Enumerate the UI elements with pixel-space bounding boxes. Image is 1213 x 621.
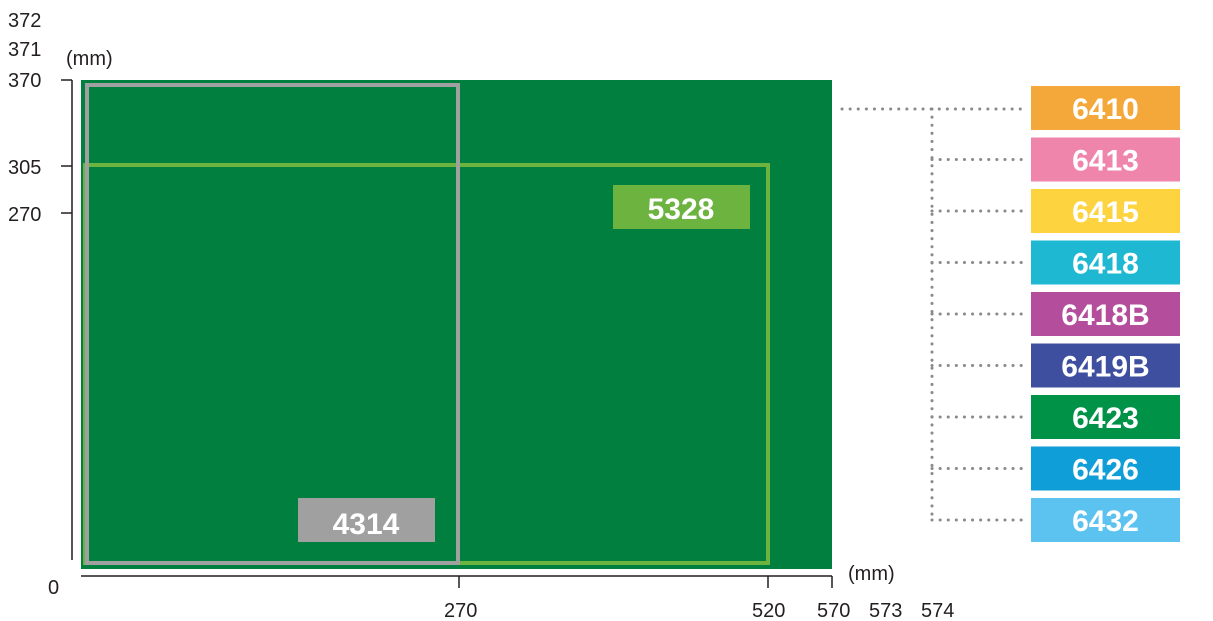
x-label-520: 520 xyxy=(752,600,785,621)
model-label-6413: 6413 xyxy=(1072,145,1139,178)
model-box-6419B xyxy=(1031,343,1180,388)
x-unit-label: (mm) xyxy=(848,563,895,585)
model-box-6415 xyxy=(1031,189,1180,233)
x-label-270: 270 xyxy=(444,600,477,621)
model-label-6415: 6415 xyxy=(1072,196,1139,229)
model-label-6419B: 6419B xyxy=(1061,351,1149,384)
model-label-6432: 6432 xyxy=(1072,505,1139,538)
y-label-270: 270 xyxy=(8,204,41,226)
x-label-573: 573 xyxy=(869,600,902,621)
region-4314-label: 4314 xyxy=(333,508,400,541)
y-label-371: 371 xyxy=(8,39,41,61)
region-5328-label-box xyxy=(613,185,750,229)
model-box-6418B xyxy=(1031,292,1180,336)
x-label-570: 570 xyxy=(817,600,850,621)
model-label-6418B: 6418B xyxy=(1061,299,1149,332)
model-label-6410: 6410 xyxy=(1072,93,1139,126)
region-4314-outline xyxy=(85,83,460,565)
x-label-574: 574 xyxy=(921,600,954,621)
region-4314-label-box xyxy=(298,498,435,542)
model-box-6410 xyxy=(1031,86,1180,130)
model-label-6423: 6423 xyxy=(1072,402,1139,435)
model-list: 6410 6413 6415 6418 6418B 6419B 6423 6426 6432 xyxy=(930,86,1180,542)
y-label-370: 370 xyxy=(8,70,41,92)
y-label-305: 305 xyxy=(8,157,41,179)
y-unit-label: (mm) xyxy=(66,48,113,70)
model-box-6418 xyxy=(1031,240,1180,285)
model-box-6432 xyxy=(1031,498,1180,542)
y-label-0: 0 xyxy=(48,577,59,599)
region-5328-label: 5328 xyxy=(648,193,715,226)
model-box-6423 xyxy=(1031,395,1180,439)
model-label-6418: 6418 xyxy=(1072,248,1139,281)
model-box-6413 xyxy=(1031,137,1180,182)
y-label-372: 372 xyxy=(8,10,41,32)
model-box-6426 xyxy=(1031,446,1180,491)
model-label-6426: 6426 xyxy=(1072,454,1139,487)
